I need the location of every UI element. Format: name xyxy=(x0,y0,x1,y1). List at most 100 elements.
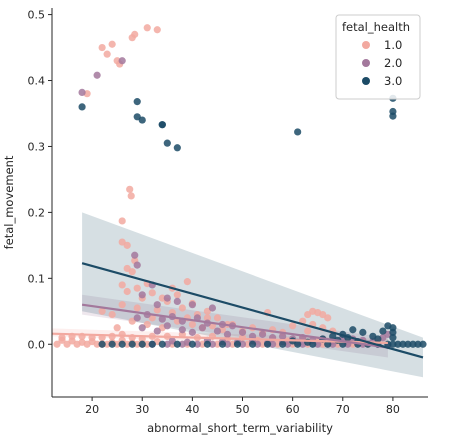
point-1.0 xyxy=(188,320,196,329)
point-3.0 xyxy=(374,335,382,343)
point-3.0 xyxy=(389,340,397,348)
point-1.0 xyxy=(126,185,134,193)
point-3.0 xyxy=(389,328,397,336)
point-3.0 xyxy=(384,322,392,330)
x-tick-label: 80 xyxy=(386,403,400,416)
point-3.0 xyxy=(128,340,136,348)
point-3.0 xyxy=(404,340,412,348)
point-1.0 xyxy=(131,30,139,38)
point-3.0 xyxy=(349,326,357,334)
point-1.0 xyxy=(133,304,141,312)
point-2.0 xyxy=(153,301,161,309)
point-3.0 xyxy=(148,340,156,348)
y-tick-label: 0.0 xyxy=(28,338,46,351)
point-3.0 xyxy=(248,340,257,348)
point-1.0 xyxy=(113,340,121,348)
point-1.0 xyxy=(178,304,186,312)
legend: fetal_health 1.0 2.0 3.0 xyxy=(335,14,421,100)
x-tick-label: 40 xyxy=(185,403,199,416)
point-2.0 xyxy=(133,314,141,322)
y-tick-label: 0.4 xyxy=(28,75,46,88)
point-3.0 xyxy=(98,340,106,348)
point-1.0 xyxy=(58,336,66,344)
point-3.0 xyxy=(138,116,146,124)
point-1.0 xyxy=(319,340,327,348)
point-3.0 xyxy=(399,340,407,348)
point-3.0 xyxy=(78,103,86,111)
point-2.0 xyxy=(163,294,171,302)
point-3.0 xyxy=(158,121,166,129)
regression-line-3.0 xyxy=(81,262,424,359)
point-1.0 xyxy=(213,314,222,322)
y-axis-label: fetal_movement xyxy=(2,155,16,249)
point-1.0 xyxy=(183,278,191,286)
point-1.0 xyxy=(123,287,131,296)
point-1.0 xyxy=(108,40,116,48)
point-2.0 xyxy=(178,326,186,334)
point-1.0 xyxy=(153,306,161,314)
point-3.0 xyxy=(173,144,181,152)
point-3.0 xyxy=(173,340,181,348)
legend-label-2.0: 2.0 xyxy=(384,56,402,70)
point-3.0 xyxy=(379,327,387,335)
point-3.0 xyxy=(158,340,166,348)
legend-marker-2.0 xyxy=(362,59,370,67)
point-1.0 xyxy=(127,192,135,200)
point-1.0 xyxy=(98,307,106,315)
legend-label-3.0: 3.0 xyxy=(384,74,402,88)
point-1.0 xyxy=(148,289,156,297)
point-3.0 xyxy=(389,112,397,120)
point-1.0 xyxy=(203,314,212,322)
point-1.0 xyxy=(198,340,206,348)
legend-marker-1.0 xyxy=(362,41,370,49)
point-3.0 xyxy=(133,98,141,106)
point-3.0 xyxy=(389,334,397,342)
point-1.0 xyxy=(118,301,126,309)
point-3.0 xyxy=(163,139,171,147)
point-2.0 xyxy=(78,88,86,96)
point-3.0 xyxy=(279,340,287,348)
regression-line-1.0 xyxy=(51,332,388,345)
point-1.0 xyxy=(118,281,126,289)
point-3.0 xyxy=(263,340,272,348)
axes: 20 30 40 50 60 70 80 0.0 0.1 0.2 0.3 0.4 0.5 xyxy=(28,8,428,416)
point-3.0 xyxy=(233,340,242,348)
point-2.0 xyxy=(188,328,196,336)
point-2.0 xyxy=(138,291,146,299)
point-1.0 xyxy=(53,340,61,348)
point-1.0 xyxy=(98,43,106,52)
x-axis-label: abnormal_short_term_variability xyxy=(147,421,333,435)
point-1.0 xyxy=(153,26,161,34)
point-1.0 xyxy=(324,314,332,322)
point-2.0 xyxy=(208,340,217,348)
legend-marker-3.0 xyxy=(362,77,370,85)
point-2.0 xyxy=(193,340,201,348)
point-2.0 xyxy=(93,71,101,79)
point-3.0 xyxy=(324,340,332,348)
point-1.0 xyxy=(133,340,141,348)
x-tick-label: 20 xyxy=(85,403,99,416)
point-1.0 xyxy=(128,268,136,276)
point-2.0 xyxy=(279,332,287,340)
point-3.0 xyxy=(329,332,337,340)
y-tick-label: 0.3 xyxy=(28,140,46,153)
plot-area xyxy=(51,24,427,378)
point-2.0 xyxy=(198,324,206,332)
point-3.0 xyxy=(218,340,227,348)
point-3.0 xyxy=(203,340,212,348)
point-2.0 xyxy=(131,251,139,259)
point-3.0 xyxy=(108,340,116,348)
point-2.0 xyxy=(213,327,222,335)
point-1.0 xyxy=(103,50,111,58)
point-1.0 xyxy=(113,324,121,332)
legend-box xyxy=(335,14,421,100)
point-2.0 xyxy=(163,322,171,330)
x-tick-label: 30 xyxy=(135,403,149,416)
point-1.0 xyxy=(93,340,101,348)
point-3.0 xyxy=(294,128,302,136)
point-2.0 xyxy=(208,304,217,312)
point-3.0 xyxy=(394,340,402,348)
x-tick-label: 60 xyxy=(286,403,300,416)
point-2.0 xyxy=(188,301,196,309)
